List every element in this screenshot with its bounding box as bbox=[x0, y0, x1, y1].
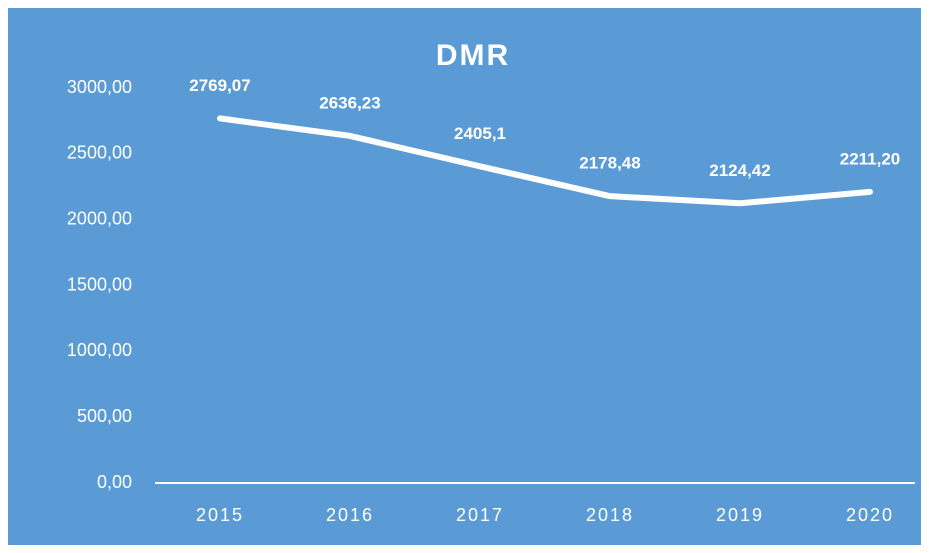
data-label: 2405,1 bbox=[454, 124, 506, 143]
y-tick-label: 500,00 bbox=[77, 406, 132, 426]
x-tick-label: 2018 bbox=[586, 505, 634, 525]
data-label: 2178,48 bbox=[579, 154, 640, 173]
x-tick-label: 2015 bbox=[196, 505, 244, 525]
data-label: 2124,42 bbox=[709, 161, 770, 180]
chart-background bbox=[8, 8, 921, 545]
y-tick-label: 1000,00 bbox=[67, 340, 132, 360]
y-tick-label: 2500,00 bbox=[67, 143, 132, 163]
y-tick-label: 1500,00 bbox=[67, 274, 132, 294]
x-tick-label: 2017 bbox=[456, 505, 504, 525]
y-tick-label: 3000,00 bbox=[67, 77, 132, 97]
line bbox=[217, 115, 873, 207]
data-label: 2769,07 bbox=[189, 76, 250, 95]
x-tick-label: 2016 bbox=[326, 505, 374, 525]
data-label: 2636,23 bbox=[319, 93, 380, 112]
x-tick-label: 2019 bbox=[716, 505, 764, 525]
chart-title: DMR bbox=[436, 39, 510, 72]
y-tick-label: 0,00 bbox=[97, 472, 132, 492]
data-label: 2211,20 bbox=[840, 149, 901, 168]
y-tick-label: 2000,00 bbox=[67, 208, 132, 228]
x-tick-label: 2020 bbox=[846, 505, 894, 525]
